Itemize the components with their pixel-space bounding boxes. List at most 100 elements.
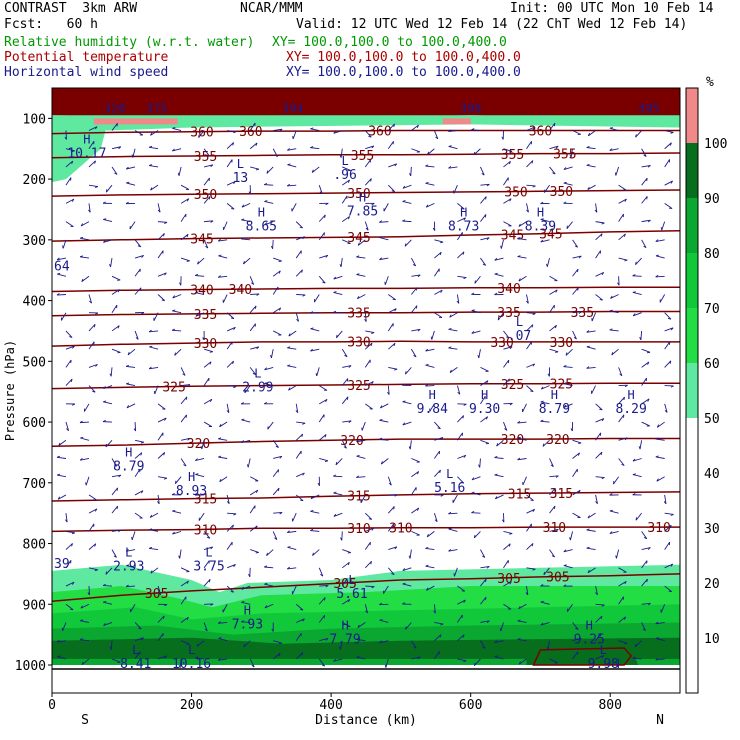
wind-arrow: [586, 346, 596, 350]
x-end-label-right: N: [656, 713, 664, 728]
wind-arrow-head: [417, 656, 421, 660]
wind-arrow-head: [370, 342, 373, 347]
wind-arrow: [157, 585, 162, 595]
top-value: 375: [146, 101, 168, 115]
wind-arrow-head: [404, 243, 407, 247]
wind-arrow-head: [93, 324, 96, 328]
wind-arrow-head: [471, 292, 475, 295]
wind-arrow-head: [102, 583, 106, 587]
wind-arrow: [480, 566, 490, 569]
wind-arrow: [411, 507, 419, 514]
wind-arrow-head: [278, 270, 281, 274]
wind-arrow: [319, 458, 329, 462]
wind-arrow: [402, 421, 412, 426]
extremum-marker: H: [628, 388, 635, 402]
wind-arrow: [383, 585, 389, 594]
wind-arrow: [174, 348, 182, 356]
theta-label: 340: [190, 284, 213, 299]
wind-arrow-head: [339, 646, 341, 650]
wind-arrow-head: [540, 584, 544, 587]
wind-arrow: [641, 361, 650, 368]
wind-arrow-head: [148, 329, 152, 333]
wind-arrow-head: [365, 227, 369, 231]
wind-arrow-head: [619, 373, 623, 377]
wind-arrow: [295, 652, 303, 660]
wind-arrow: [595, 476, 605, 478]
wind-arrow: [641, 148, 647, 157]
wind-arrow: [563, 565, 573, 569]
wind-arrow: [616, 549, 620, 559]
wind-arrow: [595, 271, 604, 277]
wind-arrow: [457, 203, 465, 210]
extremum-marker: H: [188, 470, 195, 484]
wind-arrow: [134, 255, 144, 259]
wind-arrow-head: [518, 223, 521, 227]
wind-arrow-head: [509, 581, 512, 585]
wind-arrow: [226, 564, 236, 569]
wind-arrow-head: [440, 289, 443, 293]
wind-arrow: [218, 239, 228, 242]
wind-arrow: [218, 637, 228, 642]
wind-arrow-head: [586, 146, 590, 148]
wind-arrow: [80, 237, 90, 241]
wind-arrow-head: [287, 183, 291, 187]
wind-arrow: [388, 294, 396, 301]
wind-arrow-head: [371, 202, 375, 206]
wind-arrow-head: [463, 660, 467, 663]
wind-arrow-head: [150, 187, 153, 191]
wind-arrow-head: [333, 513, 337, 517]
wind-arrow: [480, 578, 487, 587]
wind-arrow: [457, 658, 467, 662]
wind-arrow: [111, 658, 121, 663]
wind-arrow: [526, 203, 529, 213]
wind-arrow: [318, 597, 326, 605]
wind-arrow: [333, 475, 343, 478]
wind-arrow: [540, 420, 550, 423]
wind-arrow-head: [186, 260, 190, 262]
wind-arrow: [364, 541, 371, 550]
wind-arrow: [226, 159, 233, 168]
wind-arrow: [448, 146, 458, 150]
wind-arrow: [641, 164, 651, 168]
wind-arrow-head: [137, 245, 141, 248]
wind-arrow-head: [643, 537, 647, 540]
wind-arrow: [195, 474, 205, 478]
extremum-marker: H: [586, 619, 593, 633]
wind-arrow: [503, 330, 510, 339]
extremum-marker: L: [254, 367, 261, 381]
wind-arrow: [172, 530, 182, 535]
wind-arrow: [526, 523, 532, 532]
wind-arrow-head: [230, 591, 234, 593]
wind-arrow-head: [240, 402, 245, 405]
wind-arrow: [203, 622, 208, 632]
wind-arrow: [249, 305, 257, 314]
wind-arrow: [264, 566, 274, 569]
wind-arrow-head: [365, 610, 368, 614]
colorbar-tick-label: 50: [704, 412, 720, 427]
wind-arrow: [448, 166, 458, 169]
wind-arrow: [287, 164, 297, 168]
wind-arrow: [549, 549, 556, 558]
wind-arrow-head: [448, 145, 452, 147]
wind-arrow-head: [402, 185, 406, 189]
wind-arrow: [563, 182, 573, 186]
wind-arrow-head: [439, 469, 441, 474]
wind-arrow-head: [669, 360, 672, 364]
wind-arrow: [434, 239, 444, 243]
wind-arrow-head: [481, 172, 485, 176]
wind-arrow-head: [634, 643, 637, 648]
wind-arrow-head: [287, 364, 291, 367]
wind-arrow-head: [194, 273, 199, 276]
wind-arrow: [249, 276, 255, 285]
wind-arrow-head: [177, 172, 180, 176]
wind-arrow: [618, 640, 628, 644]
wind-arrow-head: [486, 380, 489, 384]
wind-arrow-head: [394, 163, 398, 167]
wind-arrow: [526, 160, 534, 168]
wind-arrow: [503, 198, 512, 204]
wind-arrow: [480, 380, 489, 386]
wind-arrow: [342, 216, 350, 222]
wind-arrow: [641, 377, 647, 386]
wind-arrow: [586, 147, 596, 150]
wind-arrow-head: [494, 496, 498, 500]
